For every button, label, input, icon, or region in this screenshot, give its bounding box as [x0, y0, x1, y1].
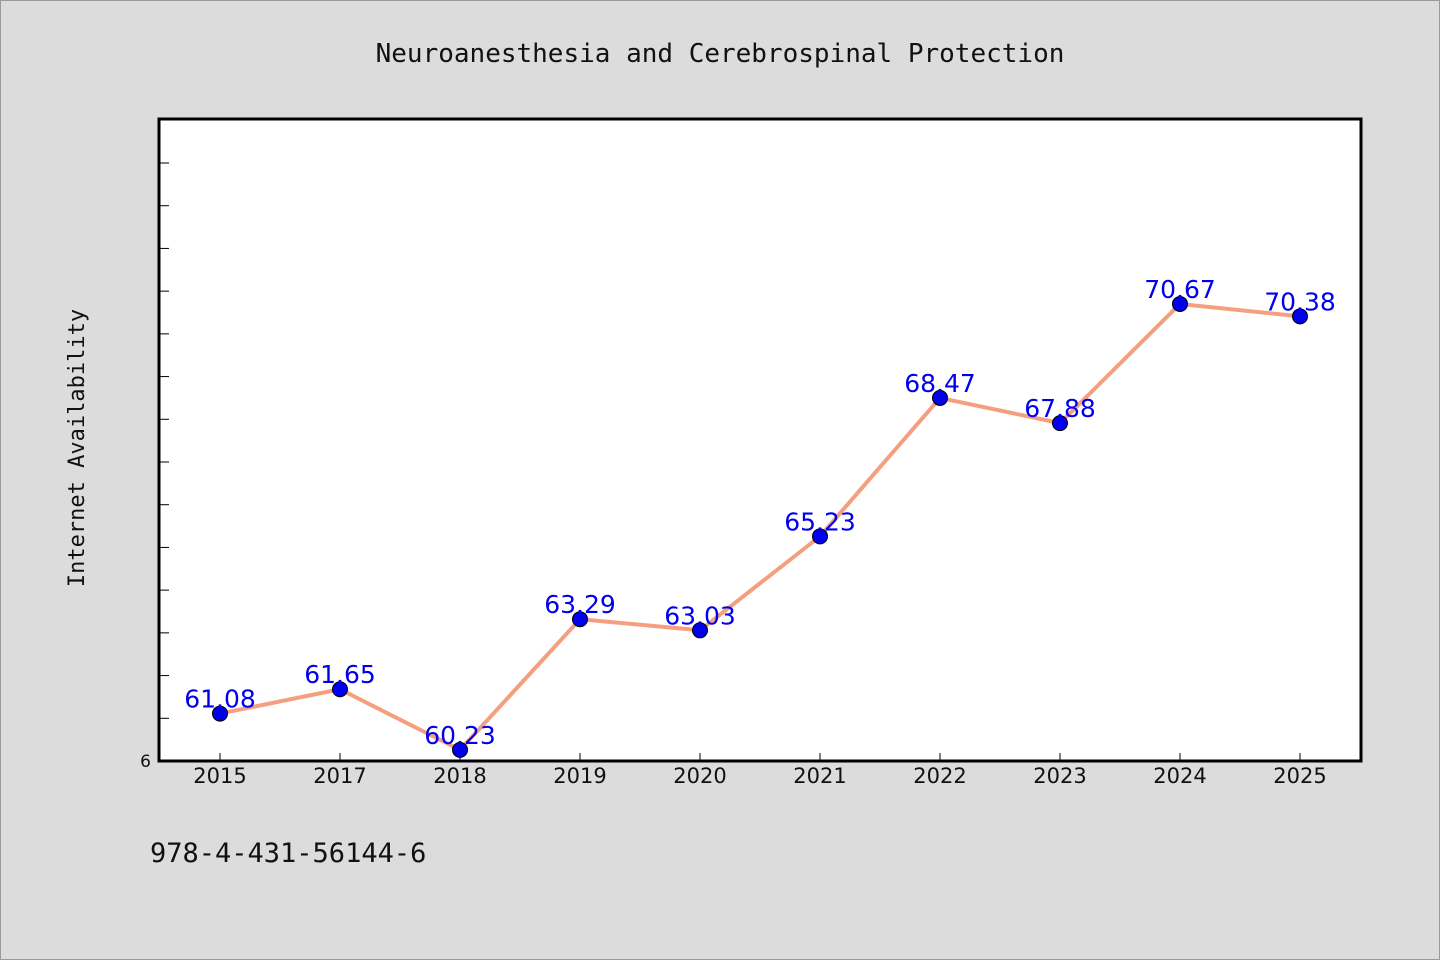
data-label: 61.65	[304, 660, 376, 689]
data-point	[1052, 415, 1068, 432]
x-tick-label: 2022	[913, 764, 966, 788]
data-point	[452, 741, 468, 758]
data-label: 65.23	[784, 507, 856, 536]
data-point	[1292, 308, 1308, 325]
data-point	[692, 622, 708, 639]
data-point	[212, 705, 228, 722]
data-point	[1172, 295, 1188, 312]
x-tick-label: 2015	[193, 764, 246, 788]
data-label: 67.88	[1024, 394, 1096, 423]
x-ticks: 2015 2017 2018 2019 2020 2021 2022 2023 2024 2025	[193, 753, 1327, 788]
data-label: 63.29	[544, 590, 616, 619]
series-layer	[212, 295, 1308, 758]
x-tick-label: 2023	[1033, 764, 1086, 788]
y-axis-label: Internet Availability	[65, 309, 90, 587]
data-label: 60.23	[424, 721, 496, 750]
data-label: 70.67	[1144, 275, 1216, 304]
series-line	[219, 301, 1301, 752]
x-tick-label: 2017	[313, 764, 366, 788]
data-label: 61.08	[184, 685, 256, 714]
data-label: 70.38	[1264, 287, 1336, 316]
isbn-text: 978-4-431-56144-6	[150, 838, 426, 869]
x-tick-label: 2019	[553, 764, 606, 788]
x-tick-label: 2024	[1153, 764, 1206, 788]
y-tick-label: 6	[140, 752, 151, 772]
data-label: 63.03	[664, 601, 736, 630]
x-tick-label: 2020	[673, 764, 726, 788]
plot-area	[157, 117, 1363, 763]
x-tick-label: 2021	[793, 764, 846, 788]
x-tick-label: 2025	[1273, 764, 1326, 788]
data-labels: 61.08 61.65 60.23 63.29 63.03 65.23 68.47 67.88…	[184, 275, 1336, 750]
chart-title: Neuroanesthesia and Cerebrospinal Protec…	[376, 39, 1065, 69]
data-point	[812, 528, 828, 545]
data-point	[932, 389, 948, 406]
data-point	[332, 681, 348, 698]
y-ticks: 6	[140, 162, 169, 772]
x-tick-label: 2018	[433, 764, 486, 788]
data-point	[572, 611, 588, 628]
data-label: 68.47	[904, 369, 976, 398]
